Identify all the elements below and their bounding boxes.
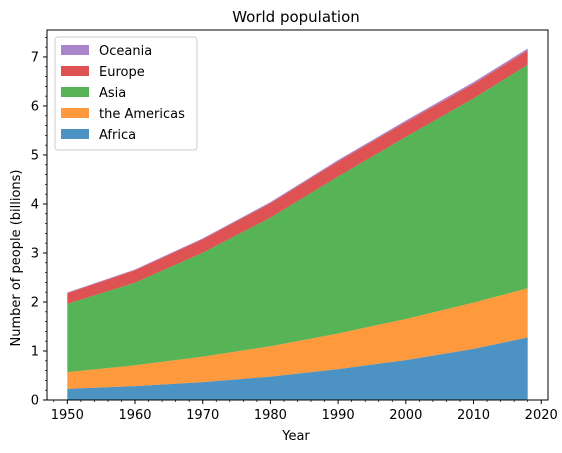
y-tick-label: 1 <box>31 344 39 359</box>
y-axis-label: Number of people (billions) <box>9 169 24 346</box>
legend-label: the Americas <box>99 107 185 122</box>
area-europe <box>67 50 528 304</box>
x-axis-label: Year <box>281 429 310 444</box>
x-tick-label: 1980 <box>254 408 287 423</box>
y-tick-label: 2 <box>31 295 39 310</box>
legend-swatch <box>61 45 89 55</box>
area-layer <box>67 48 528 400</box>
y-tick-label: 6 <box>31 99 39 114</box>
legend-box <box>54 36 198 151</box>
x-tick-label: 1990 <box>322 408 355 423</box>
area-africa <box>67 337 528 400</box>
legend-label: Asia <box>99 86 126 101</box>
legend: Oceania Europe Asia the Americas Africa <box>54 36 198 151</box>
legend-swatch <box>61 108 89 118</box>
x-tick-label: 2010 <box>457 408 490 423</box>
x-tick-label: 2020 <box>525 408 558 423</box>
legend-swatch <box>61 66 89 76</box>
legend-label: Europe <box>99 65 145 80</box>
x-tick-label: 1960 <box>118 408 151 423</box>
x-tick-label: 2000 <box>389 408 422 423</box>
chart-title: World population <box>232 8 360 26</box>
y-tick-label: 0 <box>31 394 39 409</box>
y-tick-label: 5 <box>31 148 39 163</box>
legend-label: Africa <box>99 128 136 143</box>
legend-label: Oceania <box>99 44 152 59</box>
area-the-americas <box>67 288 528 389</box>
x-tick-label: 1950 <box>51 408 84 423</box>
legend-swatch <box>61 129 89 139</box>
legend-swatch <box>61 87 89 97</box>
y-tick-label: 7 <box>31 50 39 65</box>
area-asia <box>67 64 528 373</box>
y-tick-label: 3 <box>31 246 39 261</box>
axes: 1950 1960 1970 1980 1990 2000 2010 2020 0 1 2 3 4 5 6 7 <box>31 29 558 423</box>
x-tick-label: 1970 <box>186 408 219 423</box>
y-tick-label: 4 <box>31 197 39 212</box>
